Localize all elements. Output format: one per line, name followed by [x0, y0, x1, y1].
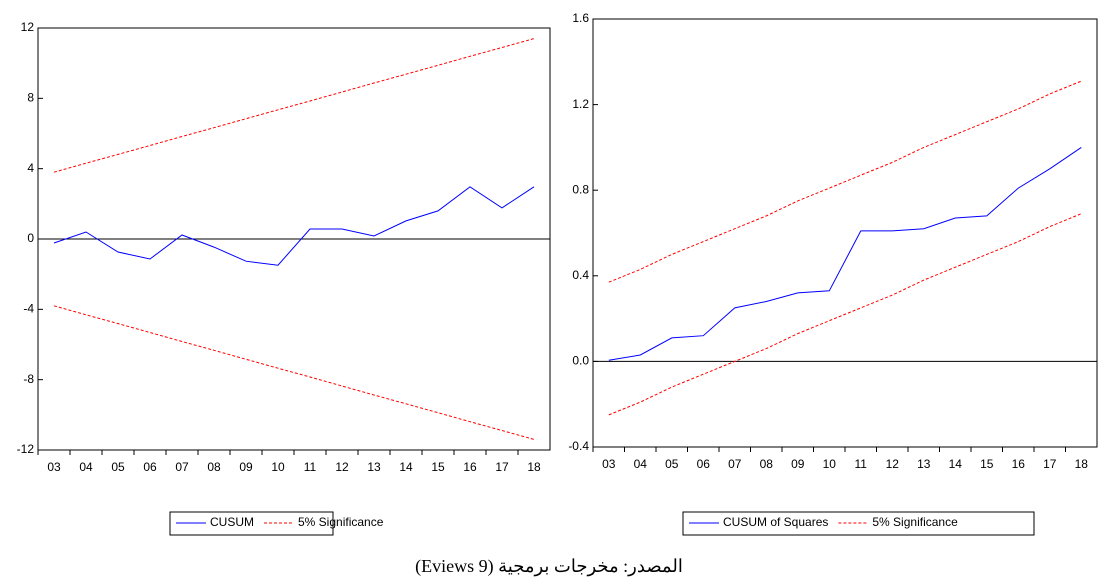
y-tick-label: 1.6 [572, 11, 589, 25]
legend-label: 5% Significance [872, 515, 958, 529]
x-tick-label: 12 [886, 457, 900, 471]
y-tick-label: 0 [27, 231, 34, 245]
x-tick-label: 16 [463, 460, 477, 474]
x-tick-label: 13 [917, 457, 931, 471]
y-tick-label: 0.0 [572, 354, 589, 368]
x-tick-label: 07 [728, 457, 742, 471]
x-tick-label: 11 [855, 457, 868, 471]
x-tick-label: 06 [143, 460, 157, 474]
x-tick-label: 03 [47, 460, 61, 474]
x-tick-label: 05 [665, 457, 679, 471]
x-tick-label: 07 [175, 460, 189, 474]
x-tick-label: 15 [980, 457, 994, 471]
caption: المصدر: مخرجات برمجية (Eviews 9) [415, 556, 683, 577]
x-tick-label: 12 [335, 460, 349, 474]
x-tick-label: 17 [495, 460, 509, 474]
x-tick-label: 08 [760, 457, 774, 471]
x-tick-label: 16 [1012, 457, 1026, 471]
x-tick-label: 04 [79, 460, 93, 474]
plot-frame [592, 18, 1098, 448]
x-tick-label: 04 [634, 457, 648, 471]
x-tick-label: 11 [304, 460, 317, 474]
x-tick-label: 18 [527, 460, 541, 474]
y-tick-label: 0.8 [572, 182, 589, 196]
series-line [53, 38, 535, 173]
series-lower-line [53, 305, 535, 440]
legend-label: 5% Significance [298, 515, 384, 529]
x-tick-label: 06 [697, 457, 711, 471]
x-tick-label: 05 [111, 460, 125, 474]
legend-box [169, 511, 334, 536]
x-tick-label: 17 [1043, 457, 1057, 471]
x-tick-label: 13 [367, 460, 381, 474]
x-tick-label: 09 [791, 457, 805, 471]
series-lower-line [608, 213, 1082, 416]
x-tick-label: 10 [823, 457, 837, 471]
y-tick-label: 8 [27, 91, 34, 105]
y-tick-label: 1.2 [572, 97, 589, 111]
series-line [608, 80, 1082, 283]
x-tick-label: 10 [271, 460, 285, 474]
x-tick-label: 14 [949, 457, 963, 471]
legend-label: CUSUM [210, 515, 254, 529]
y-tick-label: 4 [27, 161, 34, 175]
y-tick-label: 0.4 [572, 268, 589, 282]
y-tick-label: -0.4 [568, 439, 589, 453]
y-tick-label: 12 [21, 20, 35, 34]
y-tick-label: -4 [23, 302, 34, 316]
series-line [53, 186, 535, 266]
x-tick-label: 03 [602, 457, 616, 471]
x-tick-label: 14 [399, 460, 413, 474]
x-tick-label: 15 [431, 460, 445, 474]
series-line [608, 146, 1082, 361]
x-tick-label: 09 [239, 460, 253, 474]
legend-label: CUSUM of Squares [723, 515, 828, 529]
x-tick-label: 18 [1075, 457, 1089, 471]
x-tick-label: 08 [207, 460, 221, 474]
y-tick-label: -8 [23, 372, 34, 386]
y-tick-label: -12 [17, 442, 35, 456]
